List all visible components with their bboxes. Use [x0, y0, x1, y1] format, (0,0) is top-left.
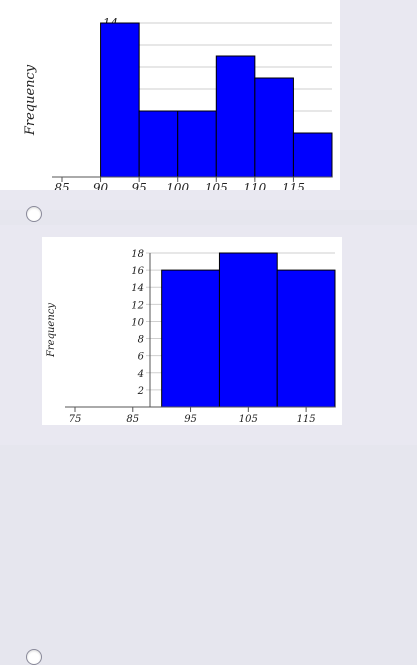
histogram-bar	[138, 110, 179, 178]
x-tick-label: 105	[205, 181, 228, 190]
x-tick-label: 105	[239, 414, 258, 425]
histogram-panel-1: 2468101214859095100105110115IQ ScoreFreq…	[0, 0, 340, 213]
answer-option-2: 24681012141618758595105115IQ ScoreFreque…	[0, 225, 417, 665]
y-tick-label: 16	[131, 266, 144, 277]
y-axis-title: Frequency	[46, 303, 57, 358]
y-tick-label: 6	[138, 352, 145, 363]
x-tick-label: 95	[184, 414, 197, 425]
x-tick-label: 85	[54, 181, 69, 190]
histogram-bar	[254, 77, 294, 178]
histogram-bar	[100, 22, 140, 178]
y-tick-label: 12	[131, 300, 144, 311]
y-tick-label: 18	[131, 249, 144, 260]
x-tick-label: 85	[126, 414, 139, 425]
x-tick-label: 115	[282, 181, 305, 190]
x-tick-label: 90	[93, 181, 109, 190]
x-tick-label: 110	[243, 181, 266, 190]
histogram-chart-1: 2468101214859095100105110115IQ ScoreFreq…	[23, 16, 333, 213]
y-tick-label: 2	[137, 386, 144, 397]
x-tick-label: 115	[297, 414, 316, 425]
y-tick-label: 10	[131, 317, 144, 328]
option-2-radio-button[interactable]	[26, 649, 42, 665]
histogram-bar	[292, 132, 333, 178]
y-tick-label: 14	[131, 283, 144, 294]
option-1-radio-button[interactable]	[26, 206, 42, 222]
x-tick-label: 95	[132, 181, 147, 190]
histogram-bar	[177, 110, 217, 178]
histogram-bar	[215, 55, 256, 178]
histogram-bar	[218, 252, 278, 408]
histogram-chart-2: 24681012141618758595105115IQ ScoreFreque…	[46, 249, 336, 442]
histogram-bar	[161, 269, 220, 408]
histogram-panel-2: 24681012141618758595105115IQ ScoreFreque…	[42, 237, 342, 442]
x-tick-label: 75	[69, 414, 82, 425]
y-tick-label: 8	[138, 335, 144, 346]
answer-option-1: 2468101214859095100105110115IQ ScoreFreq…	[0, 0, 417, 222]
y-tick-label: 4	[137, 369, 144, 380]
y-axis-title: Frequency	[23, 64, 38, 136]
histogram-bar	[276, 269, 336, 408]
x-tick-label: 100	[166, 181, 189, 190]
